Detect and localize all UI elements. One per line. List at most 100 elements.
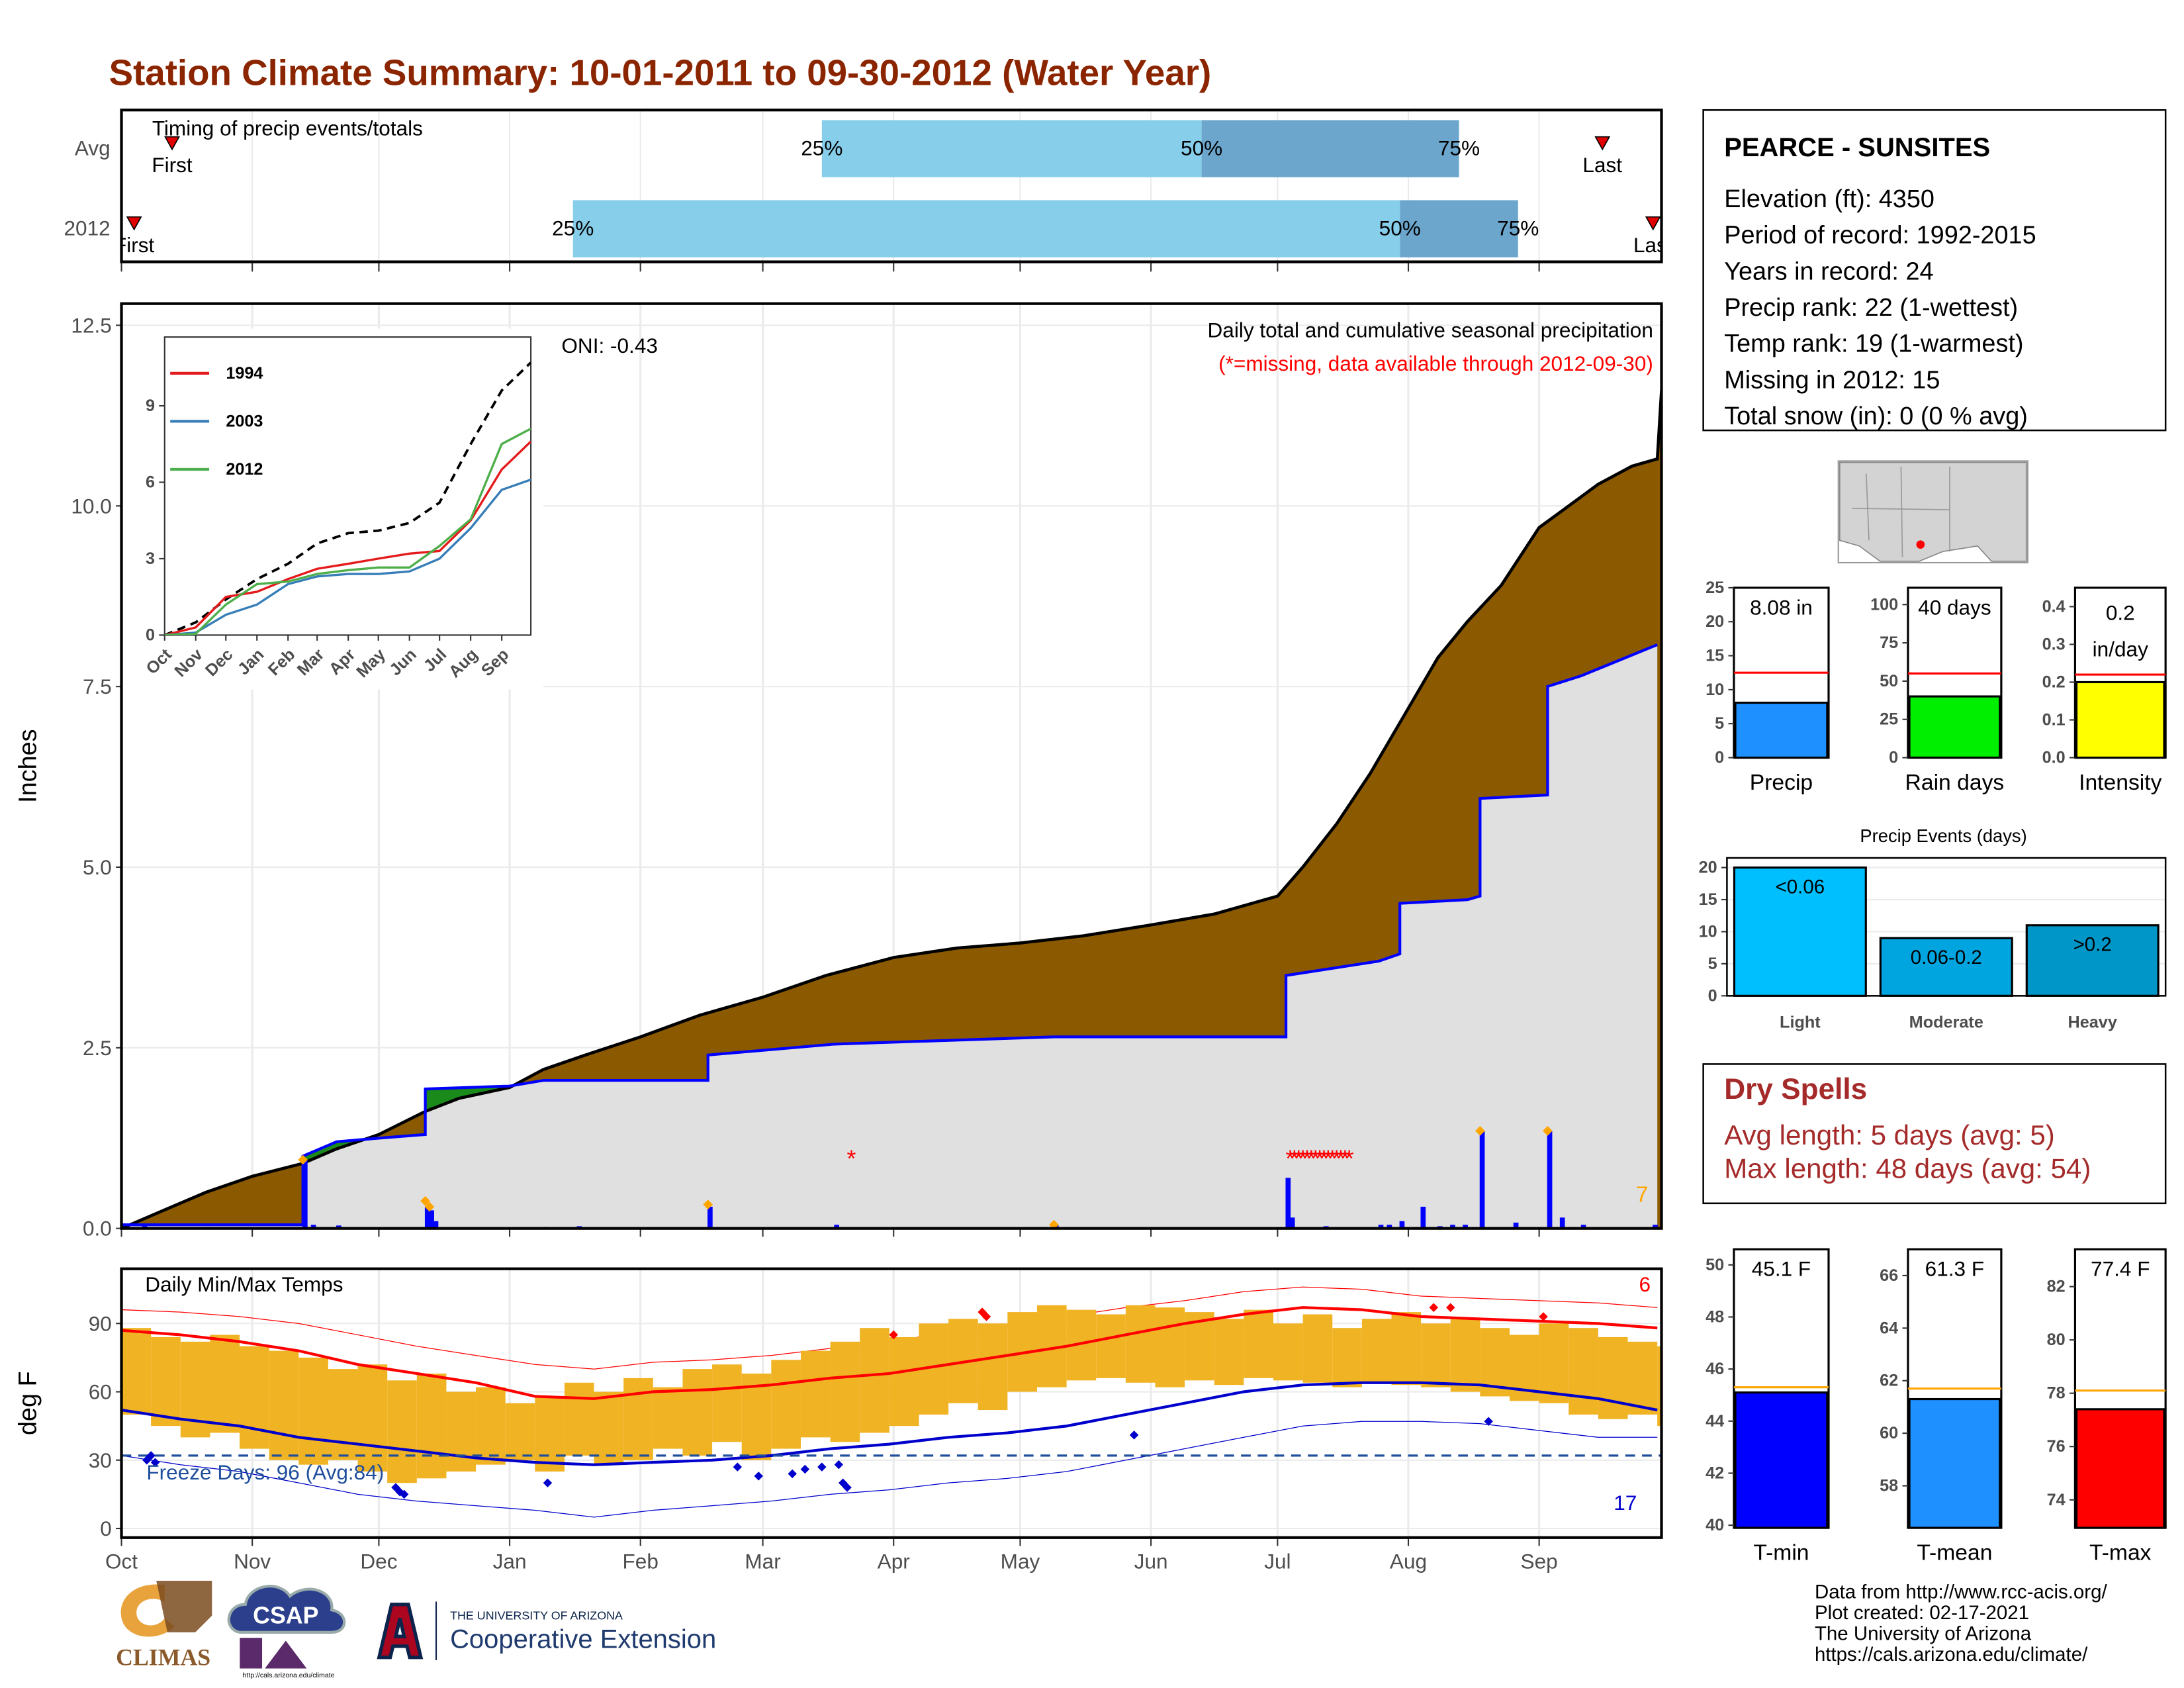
missing-marker: * <box>1306 1145 1316 1172</box>
daily-range <box>298 1357 328 1465</box>
record-marker <box>150 1458 160 1467</box>
daily-range <box>1155 1307 1185 1387</box>
daily-range <box>505 1403 535 1460</box>
climas-text: CLIMAS <box>116 1644 210 1671</box>
y-tick-label: 60 <box>89 1380 112 1404</box>
daily-range <box>1096 1314 1126 1378</box>
footer-line: Plot created: 02-17-2021 <box>1815 1602 2029 1624</box>
y-axis-title: Inches <box>15 729 42 803</box>
x-tick-label: Sep <box>1521 1550 1558 1573</box>
y-tick-label: 82 <box>2047 1278 2066 1296</box>
station-line: Missing in 2012: 15 <box>1724 366 1940 394</box>
bar-segment <box>1201 120 1459 177</box>
station-line: Total snow (in): 0 (0 % avg) <box>1724 402 2028 430</box>
event-marker <box>1645 216 1661 231</box>
daily-bar <box>1399 1221 1405 1229</box>
event-label: Last <box>1633 233 1673 257</box>
y-tick-label: 0.3 <box>2042 635 2066 653</box>
y-tick-label: 10 <box>1706 680 1724 699</box>
record-min-line <box>121 1421 1658 1518</box>
value-label: 61.3 F <box>1925 1257 1984 1281</box>
legend-label: 2003 <box>226 412 263 430</box>
station-lines: Elevation (ft): 4350 Period of record: 19… <box>1724 185 2036 430</box>
daily-range <box>1125 1305 1156 1383</box>
y-tick-label: 5 <box>1708 955 1717 973</box>
y-tick-label: 64 <box>1880 1319 1898 1337</box>
y-tick-label: 25 <box>1880 710 1898 729</box>
dry-spells-line: Avg length: 5 days (avg: 5) <box>1724 1119 2055 1150</box>
series-line <box>164 479 531 635</box>
plot-frame <box>120 302 1663 1230</box>
daily-bar <box>1387 1225 1392 1229</box>
event-marker <box>126 216 142 231</box>
bar <box>1733 866 1867 997</box>
daily-range <box>682 1369 713 1456</box>
y-tick-label: 66 <box>1880 1266 1898 1285</box>
daily-range <box>1361 1319 1392 1383</box>
bar <box>1879 937 2013 997</box>
current-line <box>121 643 1659 1227</box>
record-marker <box>1429 1303 1438 1312</box>
y-tick-label: 90 <box>89 1311 112 1335</box>
chart-title: Precip Events (days) <box>1860 825 2026 846</box>
row-label: 2012 <box>64 216 111 240</box>
daily-range <box>357 1364 388 1472</box>
daily-range <box>800 1350 831 1438</box>
station-line: Elevation (ft): 4350 <box>1724 185 1934 213</box>
y-tick-label: 20 <box>1706 612 1724 631</box>
record-marker <box>1543 1125 1553 1136</box>
freeze-label: Freeze Days: 96 (Avg:84) <box>146 1460 384 1484</box>
normal-min-line <box>121 1381 1658 1466</box>
missing-marker: * <box>1336 1145 1345 1172</box>
y-tick-label: 78 <box>2047 1384 2066 1403</box>
y-tick-label: 0.4 <box>2042 597 2066 616</box>
daily-bar <box>424 1206 430 1229</box>
missing-marker: * <box>1302 1145 1312 1172</box>
y-tick-label: 10.0 <box>71 494 111 518</box>
y-tick-label: 0 <box>1708 986 1717 1005</box>
bar-segment <box>1400 200 1518 258</box>
daily-range <box>1244 1309 1273 1378</box>
percent-label: 50% <box>1379 216 1421 240</box>
value-label: 8.08 in <box>1750 595 1813 619</box>
daily-range <box>1657 1346 1662 1427</box>
bar <box>1734 1391 1829 1529</box>
csap-text: CSAP <box>253 1603 318 1629</box>
daily-range <box>269 1350 299 1460</box>
category-label: Moderate <box>1909 1013 1983 1031</box>
daily-range <box>771 1360 801 1449</box>
x-tick-label: Jan <box>493 1550 527 1573</box>
missing-marker: * <box>1340 1145 1349 1172</box>
record-low-count: 17 <box>1614 1491 1637 1515</box>
plot-frame <box>120 109 1663 263</box>
logo-shape <box>156 1580 212 1632</box>
bar <box>2075 1408 2165 1529</box>
missing-marker: * <box>1324 1145 1333 1172</box>
y-tick-label: 0.1 <box>2042 711 2066 729</box>
x-tick-label: Jul <box>1264 1550 1291 1573</box>
record-marker <box>146 1451 156 1460</box>
daily-range <box>1569 1328 1598 1415</box>
ua-logo: THE UNIVERSITY OF ARIZONA Cooperative Ex… <box>377 1601 716 1660</box>
note: Daily total and cumulative seasonal prec… <box>1208 318 1653 342</box>
daily-bar <box>310 1225 316 1229</box>
daily-range <box>210 1335 240 1433</box>
x-tick-label: Dec <box>360 1550 397 1573</box>
record-marker <box>420 1196 430 1206</box>
daily-bar <box>1285 1178 1291 1229</box>
percent-label: 25% <box>801 136 842 160</box>
daily-range <box>830 1341 860 1442</box>
y-tick-label: 0.2 <box>2042 673 2066 691</box>
missing-marker: * <box>1332 1145 1342 1172</box>
missing-marker: * <box>1315 1145 1324 1172</box>
bin-label: <0.06 <box>1776 876 1825 898</box>
plot-frame <box>1726 857 2167 997</box>
normal-max-line <box>121 1306 1658 1400</box>
daily-bar <box>1547 1131 1553 1229</box>
daily-range <box>1273 1323 1303 1381</box>
y-tick-label: 50 <box>1880 672 1898 690</box>
locator-map <box>1837 460 2028 564</box>
bar <box>1908 1397 2001 1529</box>
value-label: in/day <box>2093 637 2148 661</box>
